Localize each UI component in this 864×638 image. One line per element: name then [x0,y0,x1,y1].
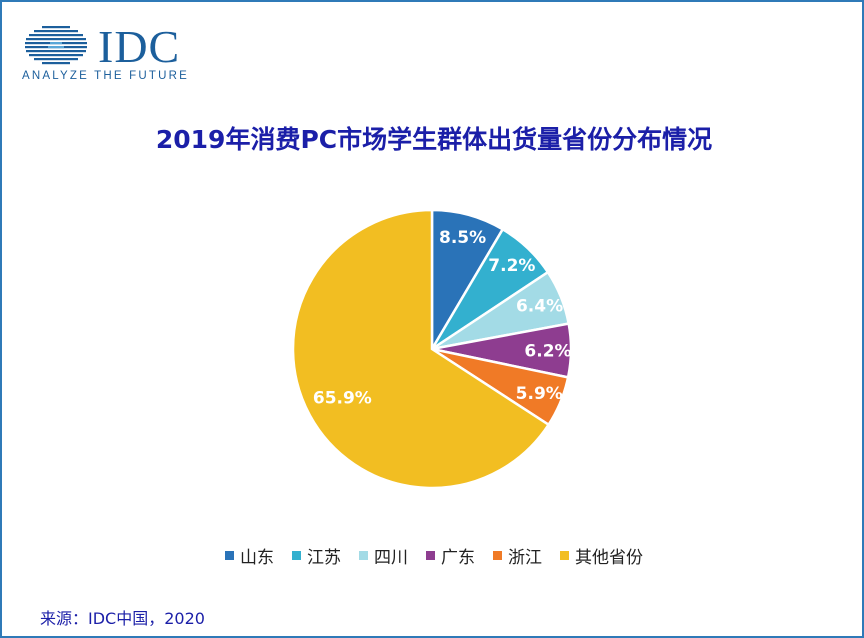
idc-logo: IDC ANALYZE THE FUTURE [20,22,200,88]
legend-label: 四川 [374,548,408,568]
legend-label: 江苏 [307,548,341,568]
legend-swatch [560,551,569,560]
data-label-others: 65.9% [313,389,372,409]
legend-label: 浙江 [508,548,542,568]
data-label-zhejiang: 5.9% [516,384,563,404]
legend-swatch [493,551,502,560]
logo-tagline: ANALYZE THE FUTURE [22,70,189,82]
data-label-shandong: 8.5% [439,228,486,248]
legend-swatch [225,551,234,560]
legend-item-zhejiang: 浙江 [493,543,542,568]
legend-swatch [426,551,435,560]
legend-item-jiangsu: 江苏 [292,543,341,568]
data-label-guangdong: 6.2% [524,341,571,361]
legend-item-sichuan: 四川 [359,543,408,568]
idc-globe-icon [25,26,87,65]
logo-wordmark: IDC [98,21,181,72]
chart-title: 2019年消费PC市场学生群体出货量省份分布情况 [155,125,713,154]
data-label-jiangsu: 7.2% [488,256,535,276]
legend-item-guangdong: 广东 [426,543,475,568]
data-label-sichuan: 6.4% [516,296,563,316]
legend-label: 广东 [441,548,475,568]
legend-item-shandong: 山东 [225,543,274,568]
chart-legend: 山东 江苏 四川 广东 浙江 其他省份 [2,543,864,568]
source-note: 来源：IDC中国，2020 [40,609,205,628]
legend-item-others: 其他省份 [560,543,643,568]
legend-swatch [359,551,368,560]
legend-label: 山东 [240,548,274,568]
legend-swatch [292,551,301,560]
legend-label: 其他省份 [575,548,643,568]
pie-slice-others [291,208,551,490]
